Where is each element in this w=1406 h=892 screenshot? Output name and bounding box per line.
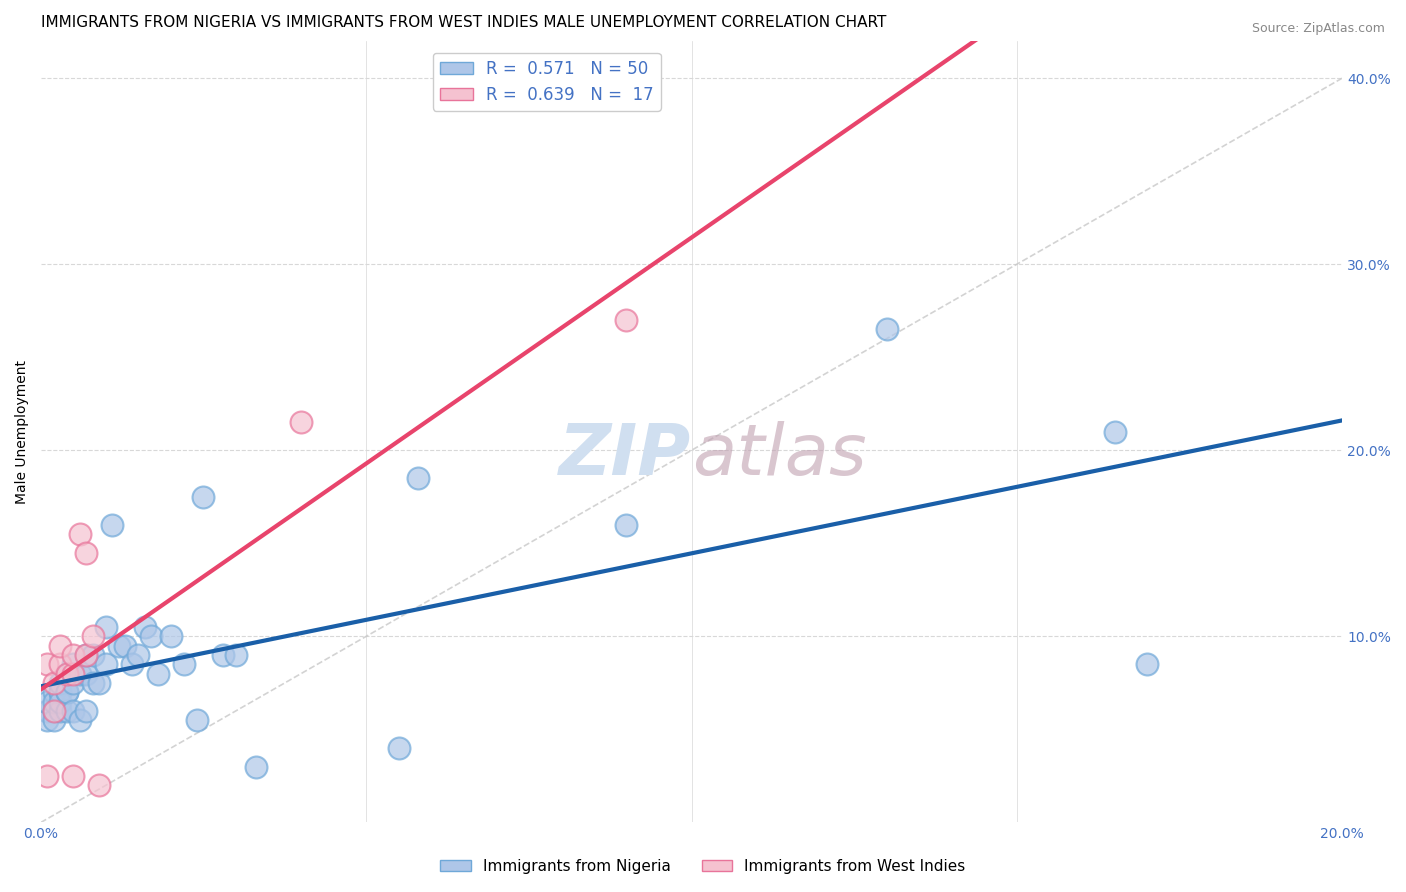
Point xyxy=(56,666,79,681)
Point xyxy=(1136,657,1159,672)
Point xyxy=(49,639,72,653)
Point xyxy=(245,759,267,773)
Point xyxy=(134,620,156,634)
Point xyxy=(82,676,104,690)
Point xyxy=(388,741,411,756)
Point xyxy=(616,517,638,532)
Point xyxy=(75,704,97,718)
Point xyxy=(212,648,235,662)
Point xyxy=(94,657,117,672)
Point xyxy=(108,639,131,653)
Point xyxy=(62,704,84,718)
Point xyxy=(49,685,72,699)
Point xyxy=(876,322,898,336)
Point xyxy=(56,666,79,681)
Point xyxy=(62,648,84,662)
Point xyxy=(69,527,91,541)
Point xyxy=(42,685,65,699)
Point xyxy=(121,657,143,672)
Text: atlas: atlas xyxy=(692,421,866,490)
Point xyxy=(127,648,149,662)
Point xyxy=(173,657,195,672)
Point xyxy=(160,629,183,643)
Point xyxy=(37,713,59,727)
Legend: R =  0.571   N = 50, R =  0.639   N =  17: R = 0.571 N = 50, R = 0.639 N = 17 xyxy=(433,54,661,111)
Point xyxy=(89,676,111,690)
Point xyxy=(146,666,169,681)
Point xyxy=(82,648,104,662)
Point xyxy=(42,694,65,708)
Point xyxy=(49,657,72,672)
Point xyxy=(94,620,117,634)
Point xyxy=(42,704,65,718)
Point xyxy=(37,769,59,783)
Legend: Immigrants from Nigeria, Immigrants from West Indies: Immigrants from Nigeria, Immigrants from… xyxy=(434,853,972,880)
Point xyxy=(69,713,91,727)
Point xyxy=(193,490,215,504)
Point xyxy=(62,657,84,672)
Point xyxy=(37,694,59,708)
Point xyxy=(49,685,72,699)
Point xyxy=(290,416,312,430)
Point xyxy=(75,648,97,662)
Point xyxy=(225,648,247,662)
Point xyxy=(37,657,59,672)
Text: ZIP: ZIP xyxy=(560,421,692,490)
Point xyxy=(49,676,72,690)
Point xyxy=(49,704,72,718)
Point xyxy=(69,666,91,681)
Point xyxy=(42,704,65,718)
Y-axis label: Male Unemployment: Male Unemployment xyxy=(15,359,30,504)
Point xyxy=(37,704,59,718)
Point xyxy=(89,778,111,792)
Point xyxy=(49,694,72,708)
Text: IMMIGRANTS FROM NIGERIA VS IMMIGRANTS FROM WEST INDIES MALE UNEMPLOYMENT CORRELA: IMMIGRANTS FROM NIGERIA VS IMMIGRANTS FR… xyxy=(41,15,886,30)
Point xyxy=(42,713,65,727)
Text: Source: ZipAtlas.com: Source: ZipAtlas.com xyxy=(1251,22,1385,36)
Point xyxy=(56,685,79,699)
Point xyxy=(141,629,163,643)
Point xyxy=(186,713,208,727)
Point xyxy=(62,769,84,783)
Point xyxy=(75,546,97,560)
Point xyxy=(56,685,79,699)
Point xyxy=(101,517,124,532)
Point xyxy=(42,676,65,690)
Point xyxy=(75,648,97,662)
Point xyxy=(406,471,429,485)
Point xyxy=(114,639,136,653)
Point xyxy=(82,629,104,643)
Point xyxy=(62,676,84,690)
Point xyxy=(62,666,84,681)
Point xyxy=(616,313,638,327)
Point xyxy=(75,666,97,681)
Point xyxy=(1104,425,1126,439)
Point xyxy=(56,704,79,718)
